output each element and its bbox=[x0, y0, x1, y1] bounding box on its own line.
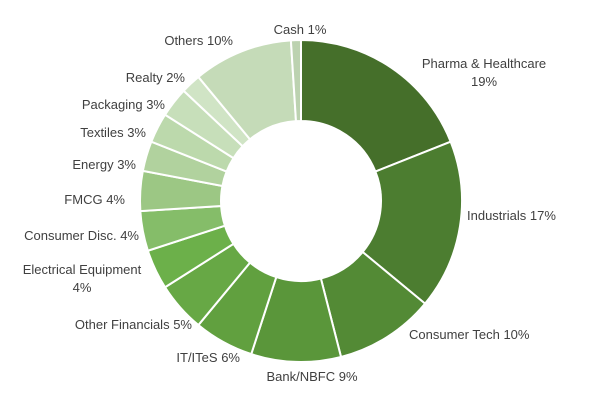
label-energy: Energy 3% bbox=[72, 157, 136, 172]
value-electrical-equipment: 4% bbox=[73, 280, 92, 295]
label-bank-nbfc-value: 9% bbox=[339, 369, 358, 384]
label-cash-name: Cash bbox=[274, 22, 304, 37]
label-textiles: Textiles 3% bbox=[80, 125, 146, 140]
label-other-financials: Other Financials 5% bbox=[75, 317, 193, 332]
label-pharma-healthcare: Pharma & Healthcare bbox=[422, 56, 546, 71]
label-cash-value: 1% bbox=[308, 22, 327, 37]
label-industrials: Industrials 17% bbox=[467, 208, 556, 223]
label-textiles-value: 3% bbox=[127, 125, 146, 140]
label-fmcg-value: 4% bbox=[106, 192, 125, 207]
label-it-ites-name: IT/ITeS bbox=[176, 350, 218, 365]
label-others: Others 10% bbox=[164, 33, 233, 48]
label-fmcg-name: FMCG bbox=[64, 192, 102, 207]
label-textiles-name: Textiles bbox=[80, 125, 124, 140]
label-realty-name: Realty bbox=[126, 70, 163, 85]
label-consumer-tech: Consumer Tech 10% bbox=[409, 327, 530, 342]
label-it-ites-value: 6% bbox=[221, 350, 240, 365]
label-consumer-tech-value: 10% bbox=[503, 327, 529, 342]
label-bank-nbfc-name: Bank/NBFC bbox=[266, 369, 335, 384]
value-pharma-healthcare: 19% bbox=[471, 74, 497, 89]
label-cash: Cash 1% bbox=[274, 22, 327, 37]
label-realty: Realty 2% bbox=[126, 70, 186, 85]
label-consumer-disc-name: Consumer Disc. bbox=[24, 228, 116, 243]
label-it-ites: IT/ITeS 6% bbox=[176, 350, 240, 365]
label-realty-value: 2% bbox=[166, 70, 185, 85]
label-other-financials-name: Other Financials bbox=[75, 317, 170, 332]
label-others-name: Others bbox=[164, 33, 204, 48]
label-other-financials-value: 5% bbox=[173, 317, 192, 332]
label-industrials-name: Industrials bbox=[467, 208, 527, 223]
label-consumer-tech-name: Consumer Tech bbox=[409, 327, 500, 342]
label-bank-nbfc: Bank/NBFC 9% bbox=[266, 369, 357, 384]
label-packaging: Packaging 3% bbox=[82, 97, 166, 112]
label-packaging-value: 3% bbox=[146, 97, 165, 112]
label-others-value: 10% bbox=[207, 33, 233, 48]
label-energy-value: 3% bbox=[117, 157, 136, 172]
donut-hole bbox=[221, 121, 381, 281]
label-energy-name: Energy bbox=[72, 157, 114, 172]
label-packaging-name: Packaging bbox=[82, 97, 143, 112]
label-electrical-equipment: Electrical Equipment bbox=[23, 262, 142, 277]
label-consumer-disc-value: 4% bbox=[120, 228, 139, 243]
label-fmcg: FMCG 4% bbox=[64, 192, 125, 207]
label-consumer-disc: Consumer Disc. 4% bbox=[24, 228, 139, 243]
label-industrials-value: 17% bbox=[530, 208, 556, 223]
